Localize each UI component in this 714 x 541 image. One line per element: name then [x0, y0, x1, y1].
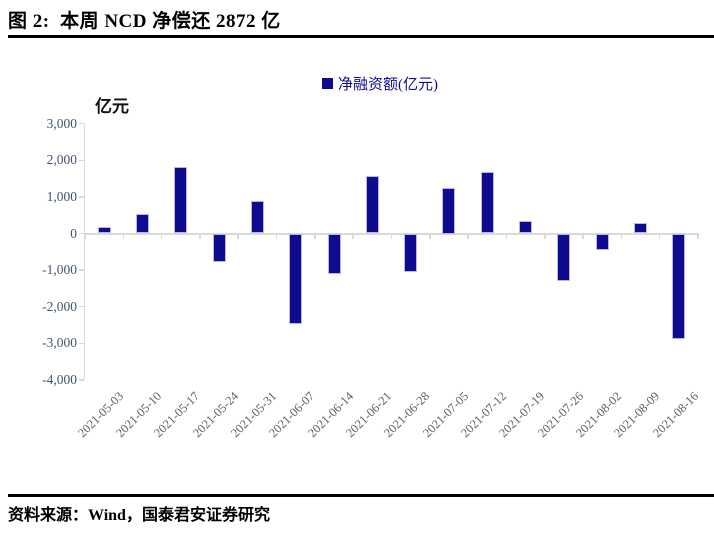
y-axis-tick-label: 0 [70, 225, 77, 241]
y-axis-unit-label: 亿元 [95, 97, 129, 116]
bar [174, 166, 188, 234]
bar [250, 201, 264, 234]
bar [595, 233, 609, 250]
bar [404, 233, 418, 272]
y-axis-tick [79, 269, 84, 271]
y-axis-line [83, 123, 86, 380]
x-axis-tick [84, 234, 86, 239]
x-axis-tick [543, 234, 546, 239]
bar [289, 233, 303, 324]
x-axis-tick [352, 234, 354, 239]
x-axis-tick [122, 234, 125, 239]
x-axis-tick [390, 234, 393, 239]
y-axis-tick [79, 379, 84, 381]
x-axis-tick [620, 234, 623, 239]
bar [557, 233, 571, 281]
bar [672, 233, 686, 339]
bar [212, 233, 226, 263]
y-axis-tick-label: -1,000 [42, 262, 77, 278]
bar [634, 222, 648, 234]
y-axis-tick [79, 196, 84, 198]
footer-rule [8, 494, 714, 497]
y-axis-tick [79, 232, 84, 235]
bar [519, 221, 533, 234]
x-axis-tick [429, 234, 431, 239]
y-axis-tick-label: 1,000 [46, 188, 77, 204]
figure-title: 图 2: 本周 NCD 净偿还 2872 亿 [8, 11, 281, 32]
bar [327, 233, 341, 275]
x-axis-tick [505, 234, 508, 239]
x-axis-tick [275, 234, 278, 239]
y-axis-tick [79, 342, 84, 345]
bar [442, 187, 456, 234]
x-axis-tick [237, 234, 240, 239]
x-axis-tick [697, 234, 699, 239]
y-axis-tick-label: -2,000 [42, 298, 77, 314]
chart-legend: 净融资额(亿元) [322, 73, 438, 94]
x-axis-tick [160, 234, 163, 239]
x-axis-tick [582, 234, 584, 239]
y-axis-tick [79, 122, 84, 125]
y-axis-tick-label: 3,000 [46, 115, 77, 131]
y-axis-tick [79, 305, 84, 308]
y-axis-tick-label: -4,000 [42, 371, 77, 387]
bar [97, 226, 111, 234]
x-axis-tick [314, 234, 316, 239]
bar [365, 176, 379, 234]
bar [480, 171, 494, 234]
bar [135, 214, 149, 234]
x-axis-tick [658, 234, 661, 239]
x-axis-tick [199, 234, 201, 239]
legend-swatch-icon [322, 78, 333, 89]
figure-source: 资料来源：Wind，国泰君安证券研究 [8, 507, 270, 524]
y-axis-tick-label: 2,000 [46, 152, 77, 168]
y-axis-tick-label: -3,000 [42, 335, 77, 351]
title-rule [8, 35, 714, 38]
y-axis-tick [79, 159, 84, 162]
x-axis-tick [467, 234, 469, 239]
x-axis-line [83, 232, 699, 235]
legend-label: 净融资额(亿元) [338, 77, 438, 93]
